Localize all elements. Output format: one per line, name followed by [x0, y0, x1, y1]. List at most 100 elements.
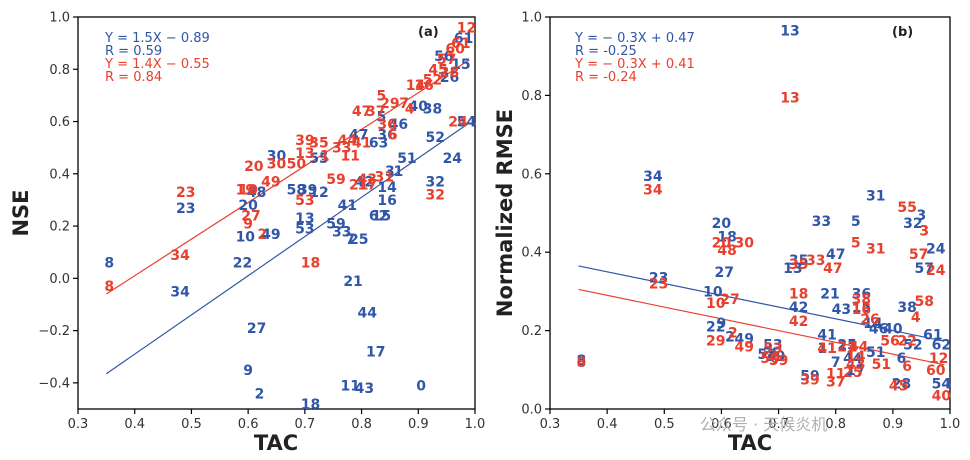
panel-b-point-blue: 17: [846, 363, 865, 379]
panel-b-point-blue: 6: [897, 351, 907, 367]
panel-b-point-red: 34: [643, 182, 663, 198]
panel-a-fit-line-red: [106, 59, 470, 295]
panel-a-xtick-label: 0.8: [351, 417, 372, 432]
panel-a-point-blue: 2: [255, 386, 265, 402]
panel-b-ytick-label: 0.2: [521, 324, 542, 339]
panel-b-fit-lines: [578, 265, 945, 366]
panel-a-point-blue: 58: [287, 182, 306, 198]
panel-b-point-red: 45: [889, 378, 908, 394]
panel-a-point-blue: 46: [389, 117, 408, 133]
panel-a-point-blue: 56: [434, 49, 453, 65]
panel-b-point-red: 51: [872, 357, 891, 373]
panel-b-xtick-label: 0.5: [654, 417, 675, 432]
panel-a-point-red: 45: [428, 62, 447, 78]
panel-b-point-blue: 38: [897, 300, 916, 316]
panel-b-point-blue: 21: [820, 286, 839, 302]
panel-b-point-blue: 23: [649, 271, 668, 287]
panel-b-point-blue: 7: [831, 355, 841, 371]
panel-b-point-red: 50: [760, 351, 780, 367]
panel-a-nse-vs-tac: 0.3 0.4 0.5 0.6 0.7 0.8 0.9 1.0 −0.4 −0.2 0.0 0.2 0.…: [9, 11, 485, 456]
panel-b-point-red: 29: [706, 333, 725, 349]
panel-a-point-blue: 49: [261, 227, 280, 243]
panel-a-point-red: 16: [414, 78, 433, 94]
panel-a-point-red: 36: [377, 117, 396, 133]
panel-a-red-r: R = 0.84: [105, 70, 162, 85]
panel-b-ytick-label: 0.4: [521, 246, 542, 261]
panel-b-point-blue: 13: [783, 261, 802, 277]
panel-a-point-red: 49: [261, 175, 280, 191]
panel-b-point-red: 53: [763, 341, 782, 357]
panel-b-point-blue: 15: [852, 300, 871, 316]
panel-b-xtick-label: 0.7: [768, 417, 789, 432]
panel-b-xtick-label: 0.6: [711, 417, 732, 432]
panel-b-point-blue: 34: [643, 169, 663, 185]
panel-b-point-blue: 14: [863, 316, 883, 332]
panel-b-point-red: 35: [789, 257, 808, 273]
panel-b-point-red: 40: [932, 388, 952, 404]
panel-a-point-red: 27: [241, 209, 260, 225]
panel-b-point-blue: 5: [851, 214, 861, 230]
panel-a-point-blue: 1: [394, 164, 404, 180]
panel-a-point-red: 8: [104, 279, 114, 295]
panel-a-ytick-label: −0.2: [38, 324, 70, 339]
panel-a-point-red: 4: [405, 101, 415, 117]
panel-a-ytick-label: 0.4: [49, 167, 70, 182]
panel-b-ytick-label: 1.0: [521, 11, 542, 26]
panel-a-point-blue: 44: [358, 305, 378, 321]
panel-b-point-red: 42: [789, 314, 808, 330]
panel-b-point-red: 55: [897, 200, 916, 216]
panel-a-point-blue: 53: [295, 222, 314, 238]
panel-a-point-blue: 26: [440, 70, 459, 86]
panel-a-ytick-label: 0.0: [49, 272, 70, 287]
panel-a-point-blue: 34: [170, 284, 190, 300]
panel-b-point-blue: 42: [789, 300, 808, 316]
panel-b-point-blue: 36: [852, 286, 871, 302]
panel-b-point-blue: 9: [717, 316, 727, 332]
panel-b-point-red: 12: [929, 351, 948, 367]
panel-b-point-red: 57: [909, 247, 928, 263]
panel-b-label: (b): [892, 25, 913, 40]
panel-a-point-blue: 48: [247, 185, 266, 201]
panel-a-point-red: 52: [423, 73, 442, 89]
panel-a-xtick-label: 0.9: [408, 417, 429, 432]
panel-b-point-red: 13: [780, 90, 799, 106]
panel-b-point-red: 23: [649, 277, 668, 293]
panel-a-point-blue: 32: [426, 175, 445, 191]
panel-a-point-blue: 9: [243, 363, 253, 379]
panel-a-point-blue: 24: [443, 151, 463, 167]
panel-b-xtick-label: 0.4: [597, 417, 618, 432]
panel-b-point-red: 26: [860, 312, 879, 328]
panel-a-point-blue: 21: [343, 274, 362, 290]
panel-a-point-blue: 42: [355, 175, 374, 191]
panel-a-point-red: 21: [349, 177, 368, 193]
panel-b-point-red: 24: [926, 263, 946, 279]
panel-b-point-blue: 27: [715, 265, 734, 281]
panel-a-ytick-label: 0.8: [49, 63, 70, 78]
panel-a-point-red: 43: [358, 172, 377, 188]
panel-b-point-blue: 59: [800, 369, 819, 385]
panel-a-point-blue: 10: [236, 230, 256, 246]
panel-a-point-blue: 7: [345, 232, 355, 248]
panel-a-blue-equation: Y = 1.5X − 0.89: [104, 31, 210, 46]
panel-b-point-red: 20: [712, 235, 732, 251]
panel-b-point-blue: 8: [577, 353, 587, 369]
panel-b-point-red: 27: [720, 292, 739, 308]
panel-b-ticks: 0.3 0.4 0.5 0.6 0.7 0.8 0.9 1.0 0.0 0.2 0.4 0.6 0.8 1…: [521, 11, 960, 433]
panel-b-point-red: 58: [915, 294, 934, 310]
panel-b-point-blue: 54: [932, 377, 952, 393]
panel-b-point-blue: 43: [832, 302, 851, 318]
panel-a-point-blue: 43: [355, 381, 374, 397]
panel-a-point-red: 6: [388, 128, 398, 144]
panel-a-point-red: 7: [399, 96, 409, 112]
panel-b-point-blue: 25: [837, 337, 856, 353]
panel-a-point-blue: 45: [428, 62, 447, 78]
panel-b-xtick-label: 1.0: [940, 417, 961, 432]
panel-a-point-blue: 23: [176, 201, 195, 217]
panel-a-point-red: 59: [326, 172, 345, 188]
panel-b-point-red: 2: [728, 326, 738, 342]
panel-a-label: (a): [418, 25, 439, 40]
panel-a-point-blue: 41: [338, 198, 357, 214]
panel-a-point-red: 12: [457, 20, 476, 36]
panel-b-point-red: 39: [800, 373, 819, 389]
